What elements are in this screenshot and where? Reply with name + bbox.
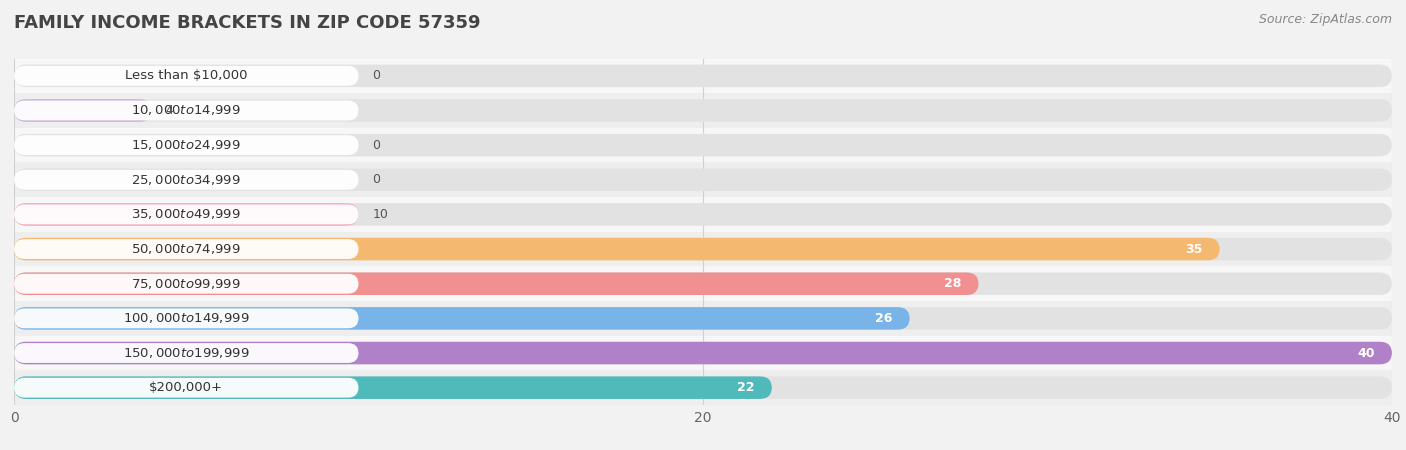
FancyBboxPatch shape xyxy=(14,66,359,86)
Text: 28: 28 xyxy=(943,277,962,290)
FancyBboxPatch shape xyxy=(14,342,1392,365)
Text: $150,000 to $199,999: $150,000 to $199,999 xyxy=(124,346,249,360)
Bar xyxy=(14,336,1392,370)
Bar xyxy=(14,58,1392,93)
Bar xyxy=(14,93,1392,128)
FancyBboxPatch shape xyxy=(14,378,359,398)
FancyBboxPatch shape xyxy=(14,272,979,295)
Bar xyxy=(14,128,1392,162)
Text: 0: 0 xyxy=(373,173,380,186)
FancyBboxPatch shape xyxy=(14,238,1392,261)
Text: Source: ZipAtlas.com: Source: ZipAtlas.com xyxy=(1258,14,1392,27)
Text: 22: 22 xyxy=(737,381,755,394)
FancyBboxPatch shape xyxy=(14,307,1392,330)
FancyBboxPatch shape xyxy=(14,100,359,121)
Text: $25,000 to $34,999: $25,000 to $34,999 xyxy=(131,173,242,187)
FancyBboxPatch shape xyxy=(14,99,152,122)
Bar xyxy=(14,197,1392,232)
Text: 26: 26 xyxy=(875,312,893,325)
FancyBboxPatch shape xyxy=(14,203,359,226)
Text: $35,000 to $49,999: $35,000 to $49,999 xyxy=(131,207,242,221)
Text: $15,000 to $24,999: $15,000 to $24,999 xyxy=(131,138,242,152)
Text: $100,000 to $149,999: $100,000 to $149,999 xyxy=(124,311,249,325)
FancyBboxPatch shape xyxy=(14,307,910,330)
Bar xyxy=(14,301,1392,336)
FancyBboxPatch shape xyxy=(14,239,359,259)
Bar xyxy=(14,162,1392,197)
FancyBboxPatch shape xyxy=(14,308,359,328)
FancyBboxPatch shape xyxy=(14,99,1392,122)
Text: 40: 40 xyxy=(1357,346,1375,360)
Bar xyxy=(14,370,1392,405)
Text: 0: 0 xyxy=(373,69,380,82)
Text: Less than $10,000: Less than $10,000 xyxy=(125,69,247,82)
FancyBboxPatch shape xyxy=(14,204,359,225)
Bar xyxy=(14,266,1392,301)
Text: $75,000 to $99,999: $75,000 to $99,999 xyxy=(131,277,242,291)
Text: 10: 10 xyxy=(373,208,388,221)
FancyBboxPatch shape xyxy=(14,170,359,190)
Bar xyxy=(14,232,1392,266)
FancyBboxPatch shape xyxy=(14,342,1392,365)
FancyBboxPatch shape xyxy=(14,343,359,363)
FancyBboxPatch shape xyxy=(14,238,1219,261)
Text: 35: 35 xyxy=(1185,243,1202,256)
FancyBboxPatch shape xyxy=(14,274,359,294)
Text: FAMILY INCOME BRACKETS IN ZIP CODE 57359: FAMILY INCOME BRACKETS IN ZIP CODE 57359 xyxy=(14,14,481,32)
Text: 0: 0 xyxy=(373,139,380,152)
FancyBboxPatch shape xyxy=(14,135,359,155)
FancyBboxPatch shape xyxy=(14,168,1392,191)
FancyBboxPatch shape xyxy=(14,376,772,399)
FancyBboxPatch shape xyxy=(14,203,1392,226)
Text: $50,000 to $74,999: $50,000 to $74,999 xyxy=(131,242,242,256)
Text: 4: 4 xyxy=(166,104,173,117)
Text: $10,000 to $14,999: $10,000 to $14,999 xyxy=(131,104,242,117)
FancyBboxPatch shape xyxy=(14,272,1392,295)
FancyBboxPatch shape xyxy=(14,376,1392,399)
FancyBboxPatch shape xyxy=(14,64,1392,87)
FancyBboxPatch shape xyxy=(14,134,1392,157)
Text: $200,000+: $200,000+ xyxy=(149,381,224,394)
